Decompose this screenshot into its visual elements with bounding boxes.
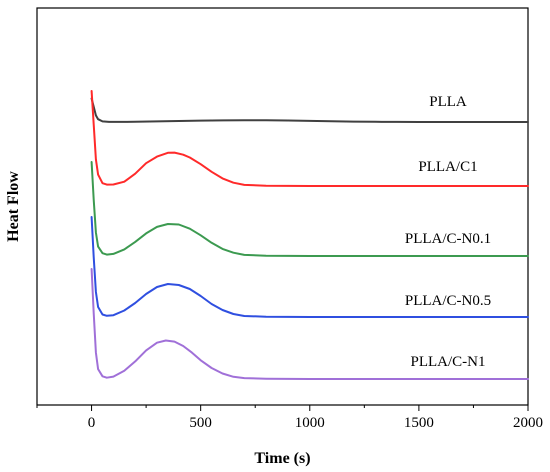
series-label-2: PLLA/C1 (418, 159, 477, 175)
x-tick-label: 2000 (513, 415, 543, 431)
x-tick-label: 1000 (295, 415, 325, 431)
x-tick-label: 0 (88, 415, 96, 431)
series-line-1 (90, 97, 529, 123)
y-axis-title: Heat Flow (5, 171, 22, 242)
series-label-5: PLLA/C-N1 (411, 354, 486, 370)
plot-frame-group (36, 7, 529, 406)
x-axis-title: Time (s) (254, 450, 310, 467)
x-tick-label: 1500 (404, 415, 434, 431)
series-lines (90, 90, 529, 380)
series-label-3: PLLA/C-N0.1 (405, 231, 491, 247)
series-label-4: PLLA/C-N0.5 (405, 293, 491, 309)
series-labels: PLLA PLLA/C1 PLLA/C-N0.1 PLLA/C-N0.5 PLLA/C-… (405, 94, 491, 370)
plot-frame (36, 7, 529, 406)
x-tick-label: 500 (189, 415, 212, 431)
x-axis-ticks: 0 500 1000 1500 2000 (36, 405, 543, 431)
series-label-1: PLLA (429, 94, 467, 110)
series-line-2 (90, 90, 529, 187)
series-line-5 (90, 268, 529, 380)
series-line-4 (90, 216, 529, 318)
series-line-3 (90, 161, 529, 257)
